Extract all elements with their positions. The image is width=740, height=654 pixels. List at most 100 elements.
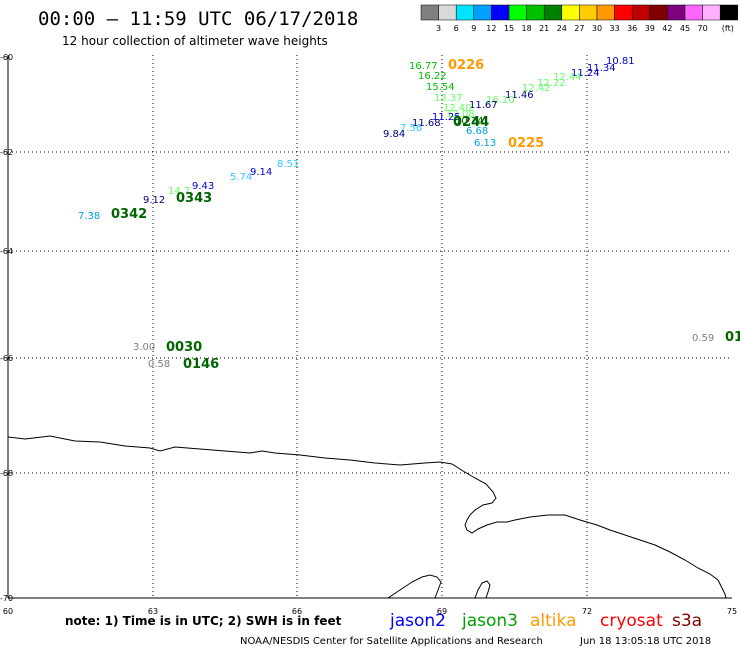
colorbar-label: 70 (698, 24, 708, 33)
colorbar-swatch (649, 4, 668, 21)
pass-time-label: 0343 (176, 191, 212, 206)
colorbar-unit: (ft) (722, 24, 734, 33)
colorbar-swatch (702, 4, 721, 21)
map-frame (7, 55, 732, 599)
map-title: 00:00 – 11:59 UTC 06/17/2018 (38, 8, 358, 30)
legend-cryosat: cryosat (600, 611, 663, 631)
wave-height-label: 15.54 (426, 82, 455, 93)
wave-height-label: 12.42 (522, 83, 551, 94)
colorbar-label: 36 (627, 24, 637, 33)
lat-tick-label: -64 (0, 247, 13, 256)
lon-tick-label: 69 (437, 607, 447, 616)
colorbar-label: 15 (504, 24, 514, 33)
wave-height-label: 11.68 (412, 118, 441, 129)
lat-tick-label: -68 (0, 469, 13, 478)
colorbar-swatch (631, 4, 651, 21)
satellite-legend: jason2 jason3 altika cryosat s3a (389, 611, 702, 631)
legend-s3a: s3a (672, 611, 702, 631)
colorbar-swatch (543, 4, 563, 21)
coastline (7, 435, 727, 599)
colorbar-label: 12 (486, 24, 496, 33)
wave-height-label: 0.59 (692, 333, 714, 344)
wave-height-label: 8.51 (277, 159, 299, 170)
wave-height-label: 3.00 (133, 342, 155, 353)
colorbar-label: 24 (557, 24, 567, 33)
wave-height-label: 16.22 (418, 71, 447, 82)
colorbar-label: 33 (610, 24, 620, 33)
lat-tick-label: -62 (0, 148, 13, 157)
colorbar-label: 27 (574, 24, 584, 33)
colorbar-label: 30 (592, 24, 602, 33)
wave-height-label: 11.25 (432, 112, 461, 123)
wave-height-label: 11.24 (571, 68, 600, 79)
colorbar-swatch (526, 4, 545, 21)
colorbar-swatch (667, 4, 686, 21)
colorbar-swatch (508, 4, 527, 21)
colorbar-swatch (596, 4, 615, 21)
wave-height-label: 12.22 (537, 78, 566, 89)
colorbar-swatch (561, 4, 580, 21)
wave-height-label: 13.37 (434, 93, 463, 104)
colorbar-label: 9 (471, 24, 476, 33)
wave-height-label: 11.34 (587, 63, 616, 74)
lon-tick-label: 63 (148, 607, 158, 616)
colorbar-swatch (473, 4, 492, 21)
colorbar-swatch (420, 4, 439, 21)
lat-tick-labels: -60 -62 -64 -66 -68 -70 (0, 53, 13, 603)
wave-height-label: 9.43 (192, 181, 214, 192)
colorbar: 3 6 9 12 15 18 21 24 27 30 33 36 39 42 45 70 (ft) (420, 4, 739, 33)
timestamp-text: Jun 18 13:05:18 UTC 2018 (579, 636, 711, 647)
observation-labels: 16.77 022616.2215.5410.8111.3411.2412.441… (78, 56, 740, 372)
wave-height-label: 9.12 (143, 195, 165, 206)
pass-time-label: 0226 (448, 58, 484, 73)
lon-tick-label: 72 (582, 607, 592, 616)
wave-height-label: 12.40 (443, 103, 472, 114)
pass-time-label: 0146 (183, 357, 219, 372)
wave-height-label: 6.68 (466, 126, 488, 137)
colorbar-label: 42 (662, 24, 672, 33)
wave-height-label: 0.58 (148, 359, 170, 370)
legend-jason3: jason3 (461, 611, 518, 631)
pass-time-label: 01 (725, 330, 740, 345)
wave-height-label: 6.13 (474, 138, 496, 149)
wave-height-label: 5.74 (230, 172, 252, 183)
footer-note: note: 1) Time is in UTC; 2) SWH is in fe… (65, 614, 342, 628)
pass-time-label: 0342 (111, 207, 147, 222)
wave-height-label: 12.44 (553, 72, 582, 83)
colorbar-swatch (438, 4, 457, 21)
legend-jason2: jason2 (389, 611, 446, 631)
wave-height-label: 9.14 (250, 167, 272, 178)
map-subtitle: 12 hour collection of altimeter wave hei… (62, 34, 328, 48)
pass-time-label: 0225 (508, 136, 544, 151)
colorbar-swatch (491, 4, 510, 21)
wave-height-label: 16.10 (486, 95, 515, 106)
lat-tick-label: -60 (0, 53, 13, 62)
colorbar-label: 39 (645, 24, 655, 33)
wave-height-label: 11.46 (505, 90, 534, 101)
wave-height-label: 11.67 (469, 100, 498, 111)
wave-height-label: 9.84 (383, 129, 405, 140)
credit-text: NOAA/NESDIS Center for Satellite Applica… (240, 636, 543, 647)
lon-tick-label: 60 (3, 607, 13, 616)
colorbar-swatch (719, 4, 739, 21)
lat-tick-label: -70 (0, 594, 13, 603)
pass-time-label: 0030 (166, 340, 202, 355)
lon-tick-label: 66 (292, 607, 302, 616)
wave-height-label: 12.08 (446, 109, 475, 120)
wave-height-label: 10.81 (606, 56, 635, 67)
colorbar-label: 18 (522, 24, 532, 33)
colorbar-swatch (684, 4, 703, 21)
legend-altika: altika (530, 611, 577, 631)
colorbar-label: 45 (680, 24, 690, 33)
wave-height-label: 10.24 (455, 116, 484, 127)
pass-time-label: 0244 (453, 115, 489, 130)
wave-height-label: 7.56 (400, 123, 422, 134)
colorbar-label: 3 (436, 24, 441, 33)
colorbar-label: 21 (539, 24, 549, 33)
wave-height-label: 14.7 (168, 186, 190, 197)
colorbar-swatch (614, 4, 633, 21)
lon-tick-labels: 60 63 66 69 72 75 (3, 607, 737, 616)
colorbar-label: 6 (454, 24, 459, 33)
